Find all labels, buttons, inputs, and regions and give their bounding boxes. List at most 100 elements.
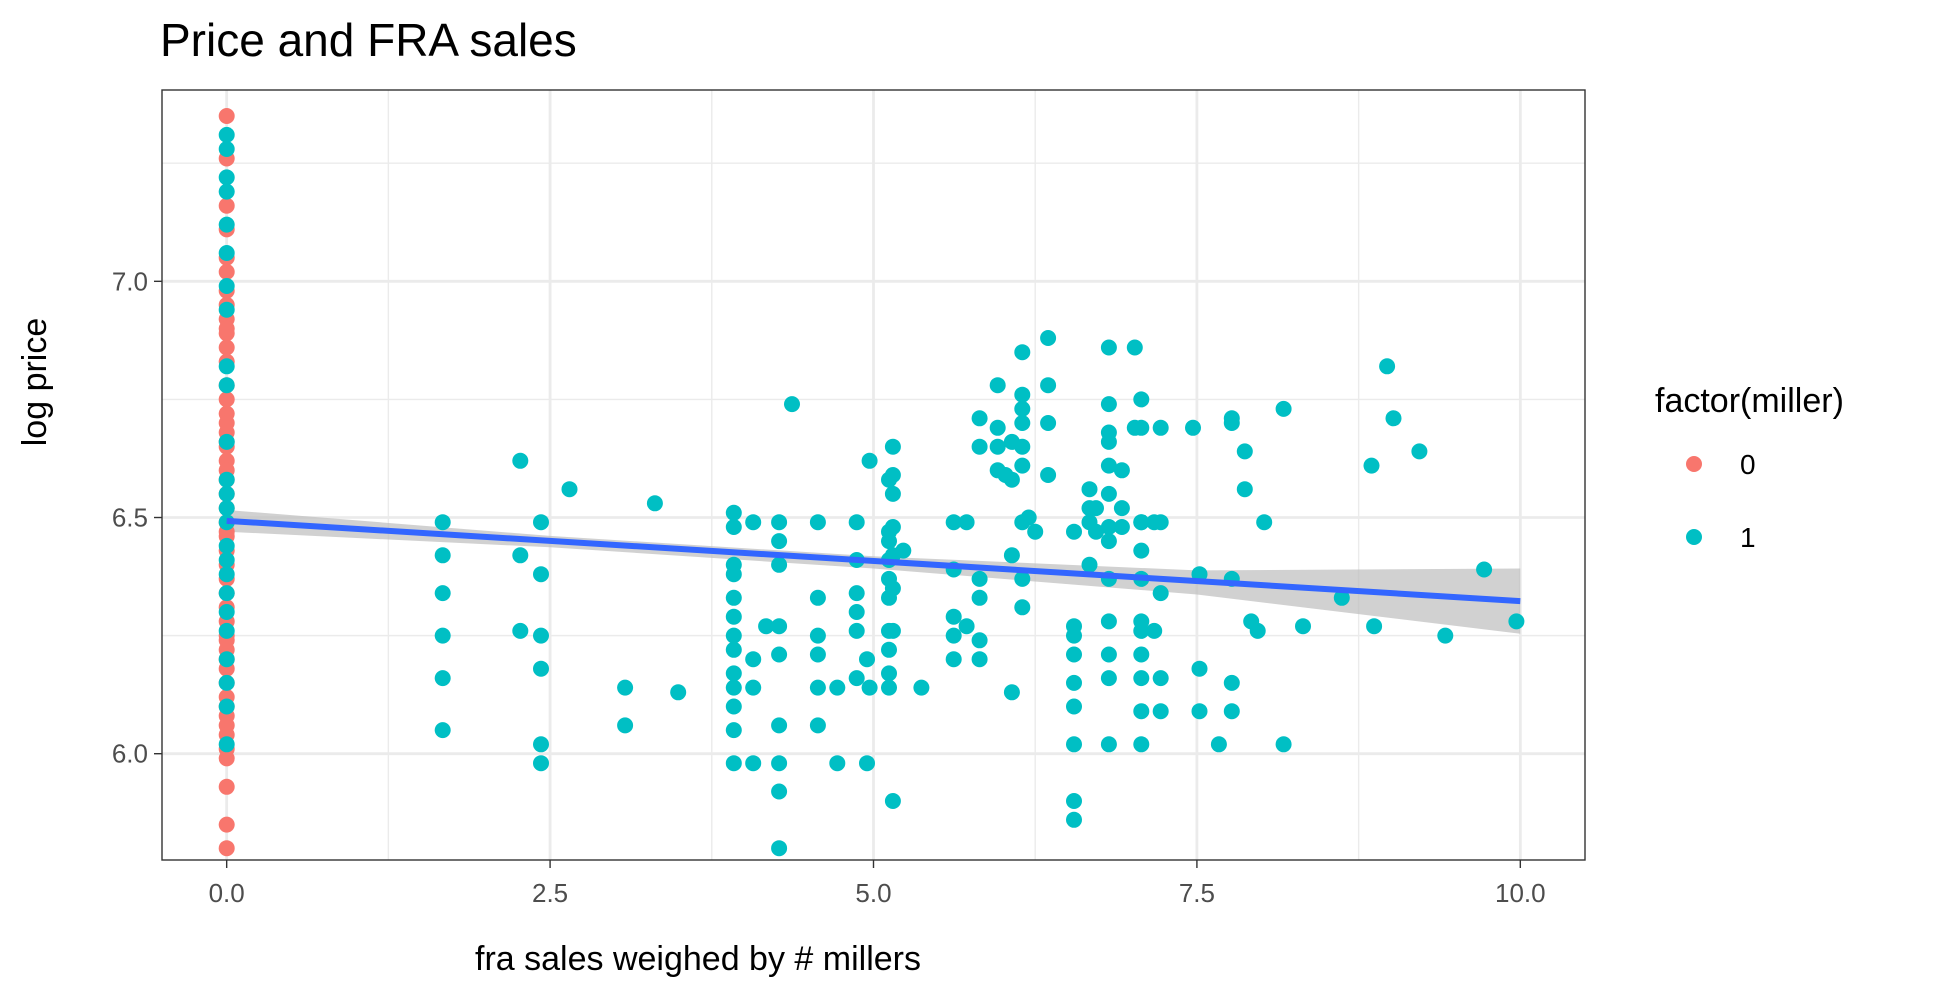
point-miller-1 [913, 679, 930, 696]
point-miller-1 [881, 641, 897, 658]
y-tick-label: 6.5 [112, 503, 148, 533]
point-miller-1 [771, 533, 788, 550]
point-miller-1 [1191, 660, 1208, 677]
point-miller-0 [218, 263, 235, 280]
point-miller-1 [1066, 674, 1082, 691]
point-miller-1 [1014, 570, 1031, 587]
legend-key-1 [1686, 529, 1702, 545]
point-miller-1 [1066, 811, 1082, 828]
point-miller-1 [989, 419, 1006, 436]
x-axis: 0.0 2.5 5.0 7.5 10.0 [209, 860, 1546, 908]
point-miller-1 [725, 504, 742, 521]
legend-label-1: 1 [1740, 522, 1756, 553]
point-miller-1 [1152, 419, 1169, 436]
point-miller-1 [1014, 415, 1031, 431]
point-miller-1 [1003, 684, 1020, 701]
point-miller-1 [829, 755, 846, 772]
point-miller-1 [533, 736, 549, 753]
point-miller-1 [512, 622, 529, 639]
x-tick-label: 0.0 [209, 878, 245, 908]
point-miller-1 [218, 183, 235, 200]
point-miller-1 [1014, 457, 1031, 474]
point-miller-1 [725, 556, 742, 573]
point-miller-1 [1081, 481, 1098, 498]
point-miller-1 [1066, 646, 1082, 663]
point-miller-1 [218, 301, 235, 318]
legend: factor(miller) 0 1 [1655, 382, 1844, 553]
point-miller-1 [1236, 443, 1253, 460]
point-miller-1 [218, 651, 235, 668]
point-miller-1 [646, 495, 663, 512]
point-miller-1 [1066, 698, 1082, 715]
point-miller-1 [533, 566, 549, 583]
point-miller-1 [1152, 703, 1169, 720]
point-miller-1 [809, 589, 826, 606]
point-miller-1 [989, 377, 1006, 394]
point-miller-1 [1003, 471, 1020, 488]
point-miller-1 [434, 585, 451, 602]
point-miller-1 [1133, 736, 1150, 753]
point-miller-1 [1152, 670, 1169, 687]
point-miller-1 [512, 547, 529, 564]
point-miller-1 [859, 651, 875, 668]
point-miller-0 [218, 320, 235, 337]
point-miller-1 [1191, 703, 1208, 720]
point-miller-1 [971, 589, 988, 606]
point-miller-1 [1152, 514, 1169, 531]
point-miller-1 [945, 514, 962, 531]
point-miller-1 [1133, 514, 1150, 531]
point-miller-1 [725, 755, 742, 772]
point-miller-1 [512, 452, 529, 469]
point-miller-1 [884, 438, 901, 455]
point-miller-1 [218, 169, 235, 186]
point-miller-1 [1366, 618, 1383, 635]
point-miller-1 [218, 471, 235, 488]
point-miller-1 [218, 698, 235, 715]
point-miller-1 [1133, 670, 1150, 687]
point-miller-1 [725, 627, 742, 644]
point-miller-1 [533, 755, 549, 772]
point-miller-1 [771, 717, 788, 734]
point-miller-1 [533, 627, 549, 644]
point-miller-1 [884, 622, 901, 639]
point-miller-1 [809, 627, 826, 644]
point-miller-1 [434, 514, 451, 531]
point-miller-1 [1100, 736, 1117, 753]
point-miller-1 [218, 674, 235, 691]
point-miller-1 [745, 755, 762, 772]
point-miller-1 [725, 608, 742, 625]
point-miller-1 [218, 500, 235, 517]
point-miller-1 [771, 556, 788, 573]
point-miller-1 [1508, 613, 1525, 630]
point-miller-1 [561, 481, 578, 498]
point-miller-1 [861, 679, 878, 696]
point-miller-1 [218, 736, 235, 753]
point-miller-1 [1385, 410, 1402, 427]
point-miller-0 [218, 840, 235, 857]
point-miller-1 [1100, 646, 1117, 663]
point-miller-1 [218, 377, 235, 394]
point-miller-1 [758, 618, 775, 635]
point-miller-1 [1066, 627, 1082, 644]
point-miller-1 [884, 467, 901, 483]
point-miller-1 [1014, 438, 1031, 455]
point-miller-1 [745, 651, 762, 668]
legend-key-0 [1686, 456, 1702, 472]
point-miller-1 [848, 604, 865, 620]
point-miller-1 [771, 840, 788, 857]
point-miller-1 [809, 679, 826, 696]
point-miller-1 [848, 585, 865, 602]
y-axis-title: log price [16, 318, 54, 447]
point-miller-1 [848, 514, 865, 531]
point-miller-1 [617, 679, 634, 696]
point-miller-1 [725, 679, 742, 696]
point-miller-1 [745, 679, 762, 696]
point-miller-1 [1113, 462, 1130, 479]
x-axis-title: fra sales weighed by # millers [475, 940, 921, 978]
point-miller-1 [1295, 618, 1311, 635]
point-miller-1 [1100, 339, 1117, 356]
point-miller-1 [218, 566, 235, 583]
point-miller-1 [848, 622, 865, 639]
